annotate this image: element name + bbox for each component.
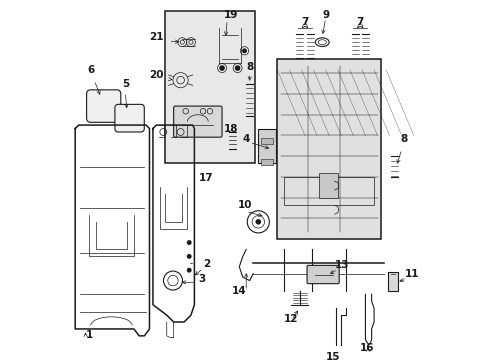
Text: 3: 3 <box>198 274 204 284</box>
Bar <box>387 272 397 291</box>
FancyBboxPatch shape <box>173 106 222 137</box>
Text: 8: 8 <box>399 134 407 144</box>
Text: 9: 9 <box>322 10 328 20</box>
Text: 20: 20 <box>148 71 163 80</box>
Circle shape <box>187 269 190 272</box>
Text: 15: 15 <box>325 352 339 360</box>
Text: 11: 11 <box>405 269 419 279</box>
Text: 19: 19 <box>224 10 238 20</box>
Circle shape <box>256 220 260 224</box>
Circle shape <box>220 66 224 70</box>
Text: 1: 1 <box>85 329 93 339</box>
Text: 7: 7 <box>356 17 363 27</box>
Bar <box>277 59 380 239</box>
Bar <box>260 159 273 165</box>
Bar <box>318 174 337 198</box>
Text: 18: 18 <box>224 124 238 134</box>
Text: 5: 5 <box>122 79 129 89</box>
Circle shape <box>187 255 190 258</box>
FancyBboxPatch shape <box>86 90 121 122</box>
Text: 12: 12 <box>284 314 298 324</box>
Circle shape <box>235 66 239 70</box>
Text: 8: 8 <box>245 62 253 72</box>
Bar <box>260 138 273 144</box>
Text: 6: 6 <box>87 65 94 75</box>
Text: 10: 10 <box>237 200 252 210</box>
FancyBboxPatch shape <box>115 104 144 132</box>
Circle shape <box>242 49 246 53</box>
Text: 13: 13 <box>334 261 348 270</box>
Text: 2: 2 <box>203 259 210 269</box>
Text: 4: 4 <box>242 134 250 144</box>
Text: 7: 7 <box>301 17 308 27</box>
Text: 17: 17 <box>199 174 213 184</box>
FancyBboxPatch shape <box>306 265 339 284</box>
Text: 16: 16 <box>359 343 374 354</box>
Bar <box>284 177 373 204</box>
Bar <box>164 11 254 163</box>
Circle shape <box>187 241 190 244</box>
Text: 21: 21 <box>148 32 163 42</box>
Bar <box>258 129 275 163</box>
Text: 14: 14 <box>231 287 246 296</box>
